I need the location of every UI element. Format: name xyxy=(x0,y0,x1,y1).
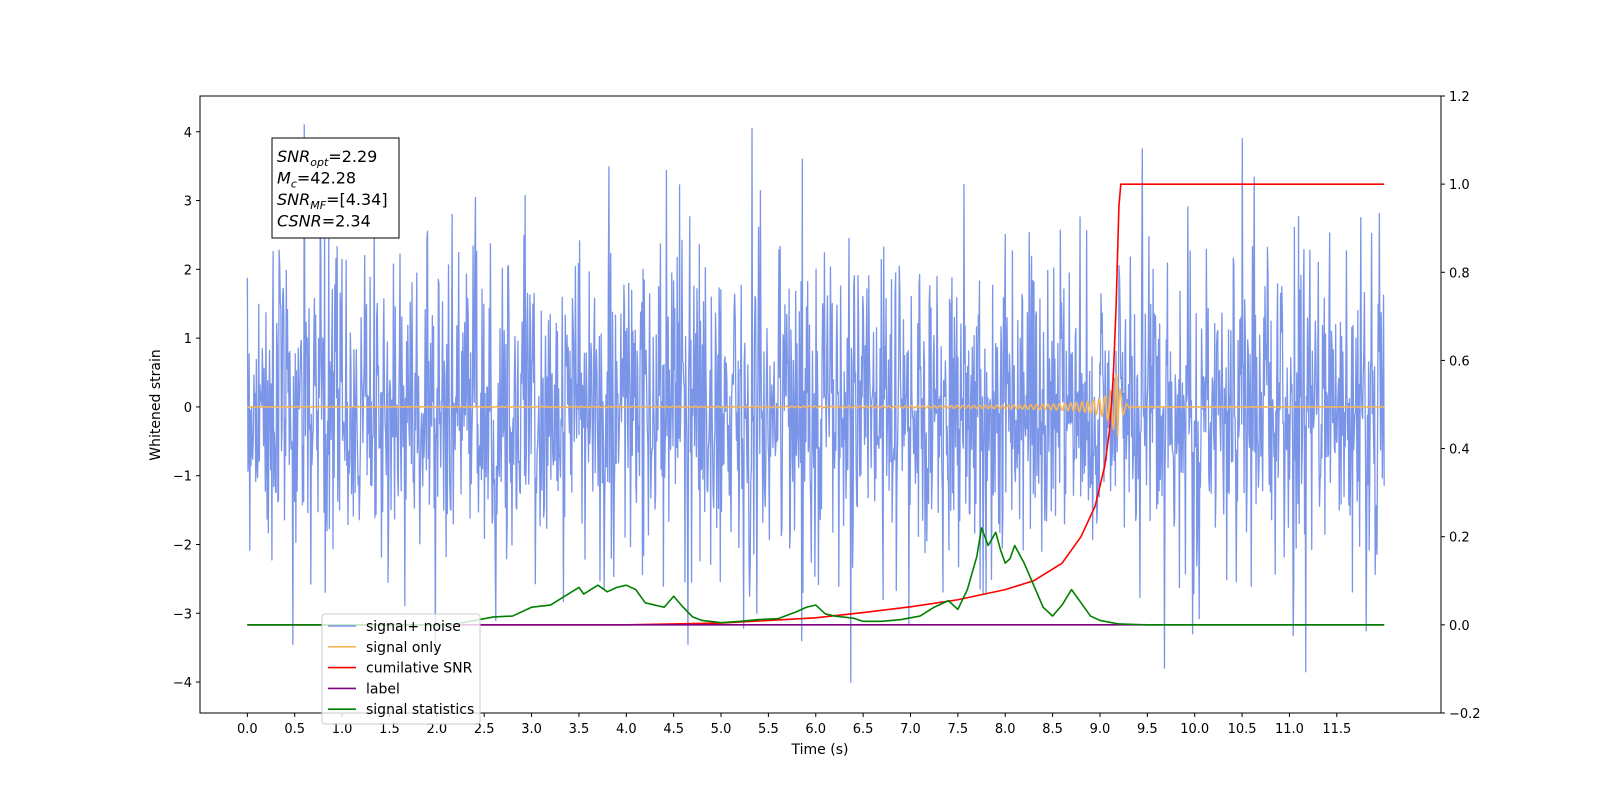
y2-tick-label: −0.2 xyxy=(1449,707,1481,722)
legend[interactable]: signal+ noise signal only cumilative SNR la… xyxy=(321,613,481,725)
x-tick-label: 7.5 xyxy=(948,722,969,737)
y2-tick-label: 0.2 xyxy=(1449,531,1470,546)
x-tick-label: 0.5 xyxy=(284,722,305,737)
x-tick-label: 5.5 xyxy=(758,722,779,737)
y-tick-label: −1 xyxy=(173,470,192,485)
x-tick-label: 1.5 xyxy=(379,722,400,737)
series-line-signal-statistics xyxy=(247,527,1385,626)
legend-label-signal-noise: signal+ noise xyxy=(366,619,461,635)
series-line-cumilative-snr xyxy=(247,183,1385,626)
plot-frame xyxy=(199,95,1442,714)
y-tick-label: −4 xyxy=(173,676,192,691)
y-tick-label: 4 xyxy=(184,126,192,141)
x-tick-label: 9.5 xyxy=(1137,722,1158,737)
y2-tick-label: 0.4 xyxy=(1449,443,1470,458)
y2-tick-label: 0.8 xyxy=(1449,266,1470,281)
legend-label-label: label xyxy=(366,681,400,697)
annotation-line: SNRopt=2.29 xyxy=(277,147,377,169)
y-tick-label: 3 xyxy=(184,195,192,210)
y2-tick-label: 0.0 xyxy=(1449,619,1470,634)
x-tick-label: 2.0 xyxy=(426,722,447,737)
x-tick-label: 7.0 xyxy=(900,722,921,737)
y2-tick-label: 0.6 xyxy=(1449,354,1470,369)
annotation-frame xyxy=(271,137,400,239)
annotation-line: CSNR=2.34 xyxy=(277,212,371,231)
y-tick-label: 1 xyxy=(184,332,192,347)
x-tick-label: 6.5 xyxy=(853,722,874,737)
annotation-line: SNRMF=[4.34] xyxy=(277,190,388,212)
y-tick-label: −2 xyxy=(173,538,192,553)
x-tick-label: 3.0 xyxy=(521,722,542,737)
x-tick-label: 0.0 xyxy=(237,722,258,737)
x-tick-label: 10.0 xyxy=(1180,722,1209,737)
y2-tick-label: 1.0 xyxy=(1449,178,1470,193)
x-tick-label: 10.5 xyxy=(1228,722,1257,737)
x-tick-label: 8.0 xyxy=(995,722,1016,737)
x-tick-label: 2.5 xyxy=(474,722,495,737)
series-line-signal-noise xyxy=(246,124,1385,683)
y2-tick-label: 1.2 xyxy=(1449,90,1470,105)
x-tick-label: 9.0 xyxy=(1090,722,1111,737)
series-line-signal-only xyxy=(247,373,1385,437)
x-axis-label: Time (s) xyxy=(791,742,849,758)
legend-label-signal-only: signal only xyxy=(366,640,441,656)
x-tick-label: 3.5 xyxy=(569,722,590,737)
y-tick-label: −3 xyxy=(173,607,192,622)
y-tick-label: 2 xyxy=(184,263,192,278)
annotation-line: Mc=42.28 xyxy=(277,169,356,191)
x-tick-label: 6.0 xyxy=(805,722,826,737)
x-tick-label: 4.0 xyxy=(616,722,637,737)
legend-label-signal-statistics: signal statistics xyxy=(366,702,474,718)
x-tick-label: 11.0 xyxy=(1275,722,1304,737)
x-tick-label: 1.0 xyxy=(332,722,353,737)
legend-frame xyxy=(321,613,481,725)
y-tick-label: 0 xyxy=(184,401,192,416)
x-tick-label: 5.0 xyxy=(711,722,732,737)
x-tick-label: 11.5 xyxy=(1322,722,1351,737)
x-tick-label: 4.5 xyxy=(663,722,684,737)
legend-label-cumilative-snr: cumilative SNR xyxy=(366,661,473,677)
y-axis-label: Whitened strain xyxy=(148,349,164,460)
x-tick-label: 8.5 xyxy=(1042,722,1063,737)
